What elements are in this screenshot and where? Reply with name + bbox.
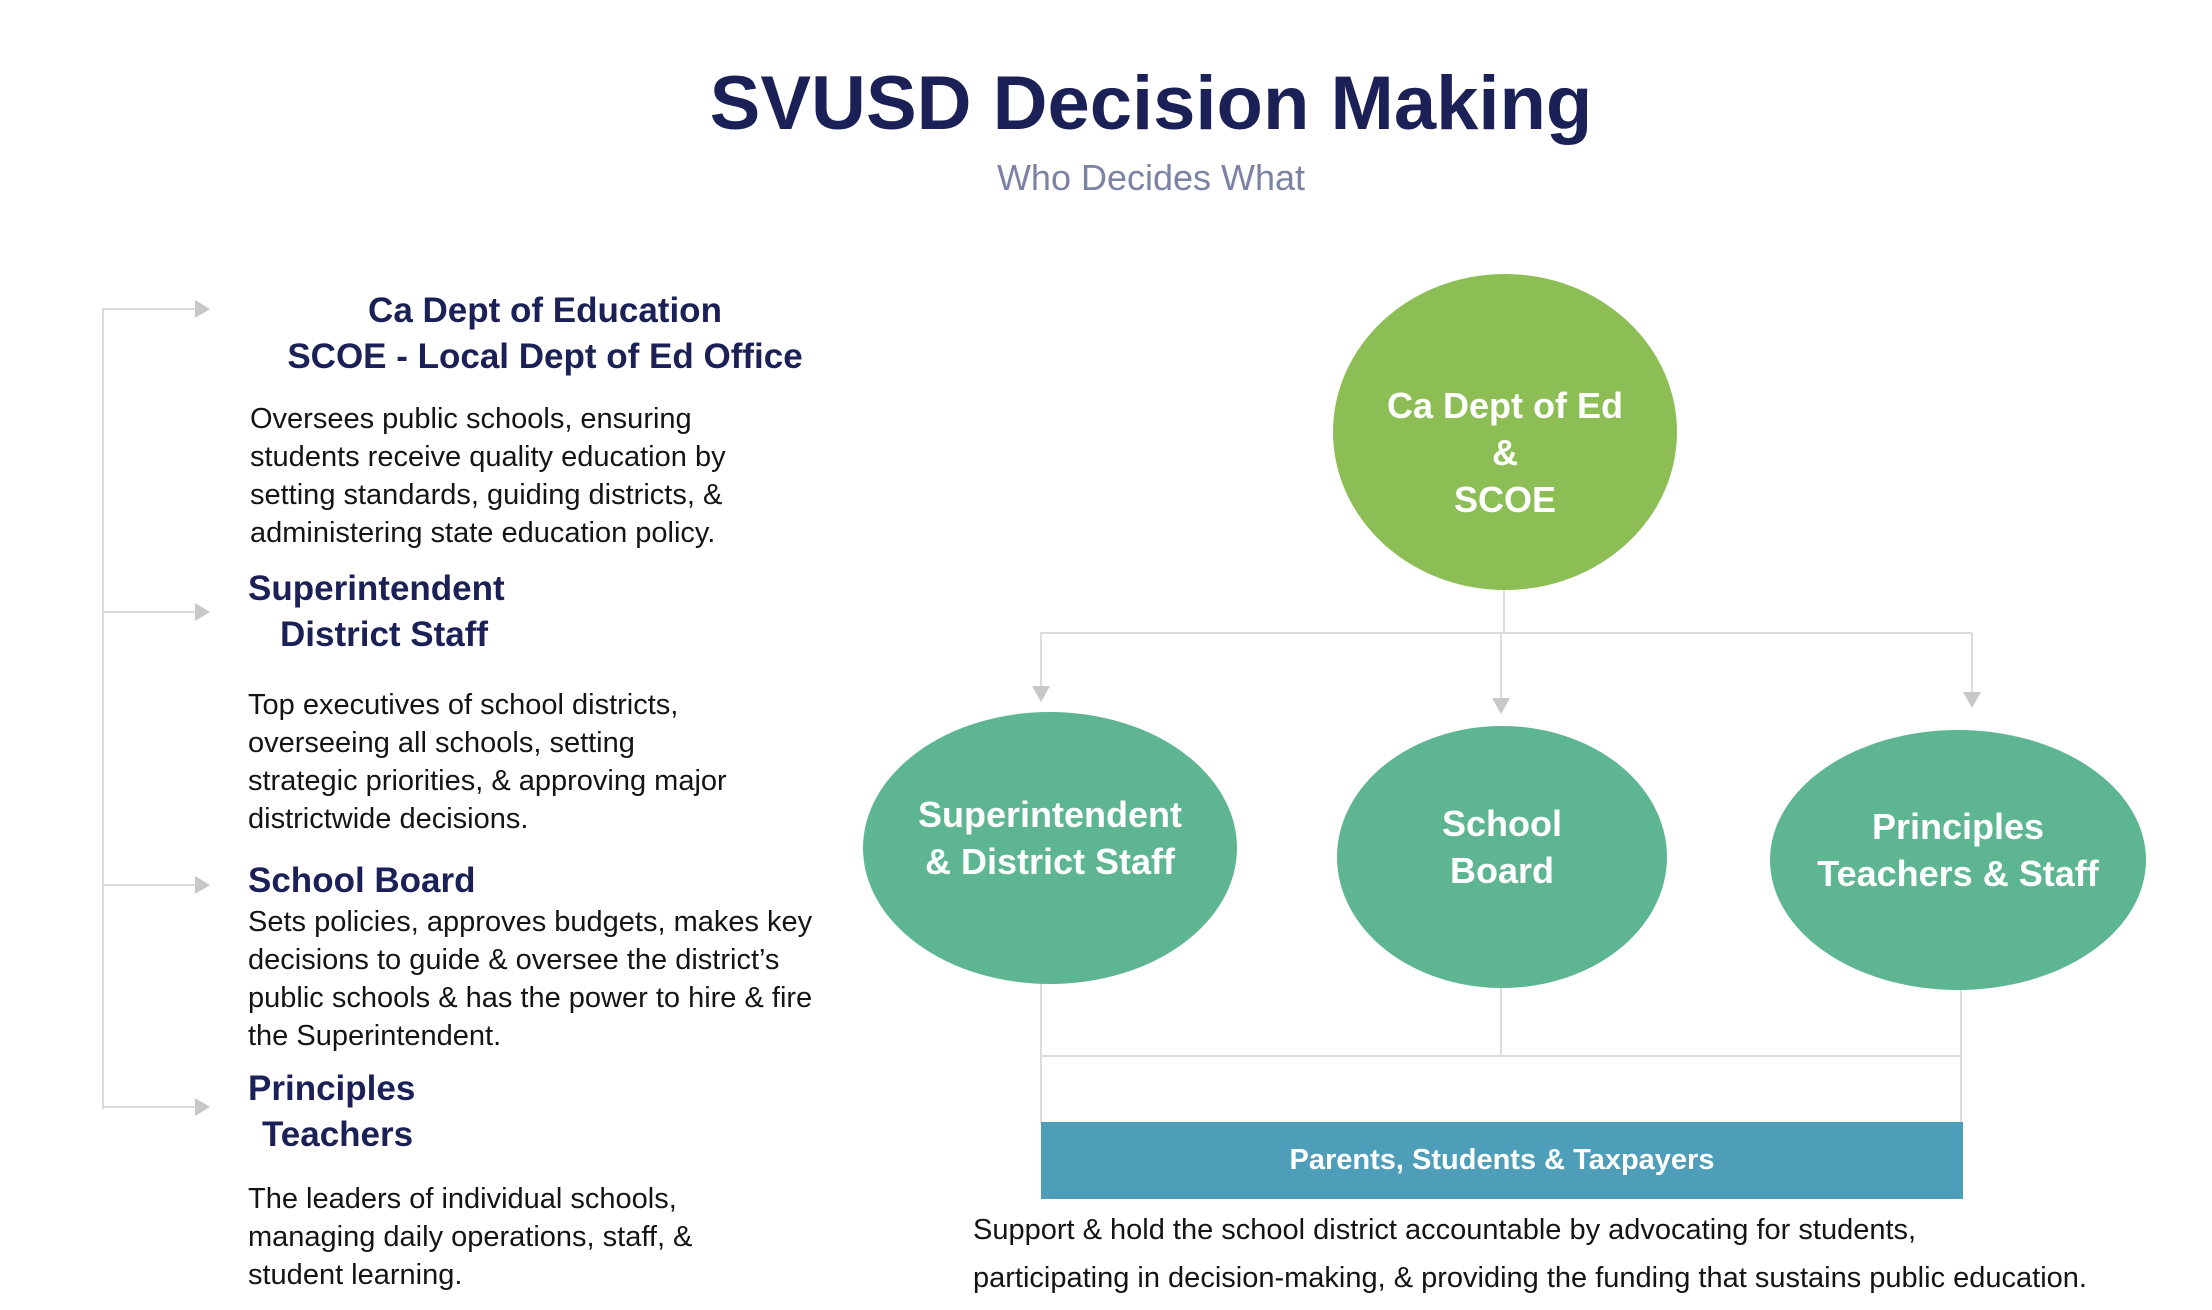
org-node-label: Superintendent & District Staff xyxy=(918,791,1182,885)
section-heading-ca-dept: Ca Dept of Education SCOE - Local Dept of… xyxy=(215,288,875,380)
stakeholders-description: Support & hold the school district accou… xyxy=(973,1206,2087,1302)
connector-line xyxy=(1040,980,1042,1123)
arrow-right-icon xyxy=(195,1098,210,1116)
text-line: School xyxy=(1441,803,1562,844)
connector-line xyxy=(1503,588,1505,634)
text-line: & District Staff xyxy=(924,841,1175,882)
text-line: Board xyxy=(1449,850,1554,891)
text-line: Teachers & Staff xyxy=(1817,853,2099,894)
arrow-down-icon xyxy=(1032,686,1050,702)
connector-line xyxy=(1960,986,1962,1123)
text-line: Ca Dept of Education xyxy=(368,291,722,330)
text-line: Ca Dept of Ed xyxy=(1386,384,1623,426)
stakeholders-bar: Parents, Students & Taxpayers xyxy=(1041,1122,1963,1199)
connector-line xyxy=(1500,984,1502,1057)
section-body-principals: The leaders of individual schools, managi… xyxy=(248,1180,692,1294)
legend-arrow-line xyxy=(103,611,195,613)
text-line: & xyxy=(1491,431,1518,473)
arrow-right-icon xyxy=(195,603,210,621)
text-line: managing daily operations, staff, & xyxy=(248,1221,693,1253)
org-node-principals-teachers: Principles Teachers & Staff xyxy=(1770,730,2146,990)
arrow-right-icon xyxy=(195,876,210,894)
text-line: decisions to guide & oversee the distric… xyxy=(248,944,780,976)
arrow-right-icon xyxy=(195,300,210,318)
org-node-label: School Board xyxy=(1442,800,1562,894)
text-line: Teachers xyxy=(262,1115,414,1154)
stakeholders-bar-label: Parents, Students & Taxpayers xyxy=(1289,1144,1715,1176)
text-line: Principles xyxy=(248,1069,416,1108)
text-line: School Board xyxy=(248,861,476,900)
text-line: participating in decision-making, & prov… xyxy=(973,1262,2087,1294)
text-line: strategic priorities, & approving major xyxy=(248,765,727,797)
section-body-ca-dept: Oversees public schools, ensuring student… xyxy=(250,400,726,552)
connector-line xyxy=(1500,633,1502,698)
legend-arrow-line xyxy=(103,308,195,310)
text-line: overseeing all schools, setting xyxy=(248,727,635,759)
text-line: Support & hold the school district accou… xyxy=(973,1214,1917,1246)
text-line: public schools & has the power to hire &… xyxy=(248,982,813,1014)
section-body-superintendent: Top executives of school districts, overs… xyxy=(248,686,727,838)
text-line: SCOE xyxy=(1453,478,1556,520)
org-node-superintendent: Superintendent & District Staff xyxy=(863,712,1237,984)
text-line: students receive quality education by xyxy=(250,441,726,473)
page-title: SVUSD Decision Making xyxy=(709,61,1593,146)
section-heading-superintendent: Superintendent District Staff xyxy=(248,566,505,658)
text-line: student learning. xyxy=(248,1259,463,1291)
connector-line xyxy=(1971,633,1973,692)
org-node-label: Ca Dept of Ed & SCOE xyxy=(1387,382,1623,523)
legend-arrow-line xyxy=(103,884,195,886)
text-line: Oversees public schools, ensuring xyxy=(250,403,692,435)
legend-bracket-line xyxy=(102,308,104,1109)
section-body-school-board: Sets policies, approves budgets, makes k… xyxy=(248,903,812,1055)
org-node-ca-dept-scoe: Ca Dept of Ed & SCOE xyxy=(1333,274,1677,590)
text-line: Superintendent xyxy=(248,569,505,608)
section-heading-principals: Principles Teachers xyxy=(248,1066,415,1158)
text-line: administering state education policy. xyxy=(250,517,716,549)
connector-line xyxy=(1040,633,1042,686)
section-heading-school-board: School Board xyxy=(248,858,476,904)
legend-arrow-line xyxy=(103,1106,195,1108)
arrow-down-icon xyxy=(1492,698,1510,714)
arrow-down-icon xyxy=(1963,692,1981,708)
org-node-label: Principles Teachers & Staff xyxy=(1817,803,2098,897)
text-line: District Staff xyxy=(280,615,489,654)
text-line: Principles xyxy=(1871,806,2045,847)
text-line: setting standards, guiding districts, & xyxy=(250,479,723,511)
text-line: the Superintendent. xyxy=(248,1020,502,1052)
page-subtitle: Who Decides What xyxy=(996,157,1306,198)
text-line: Sets policies, approves budgets, makes k… xyxy=(248,906,813,938)
text-line: The leaders of individual schools, xyxy=(248,1183,677,1215)
text-line: Top executives of school districts, xyxy=(248,689,679,721)
header: SVUSD Decision Making Who Decides What xyxy=(0,0,2212,198)
text-line: Superintendent xyxy=(917,794,1182,835)
text-line: SCOE - Local Dept of Ed Office xyxy=(287,337,803,376)
text-line: districtwide decisions. xyxy=(248,803,529,835)
org-node-school-board: School Board xyxy=(1337,726,1667,988)
connector-line xyxy=(1041,1055,1962,1057)
connector-line xyxy=(1040,632,1972,634)
